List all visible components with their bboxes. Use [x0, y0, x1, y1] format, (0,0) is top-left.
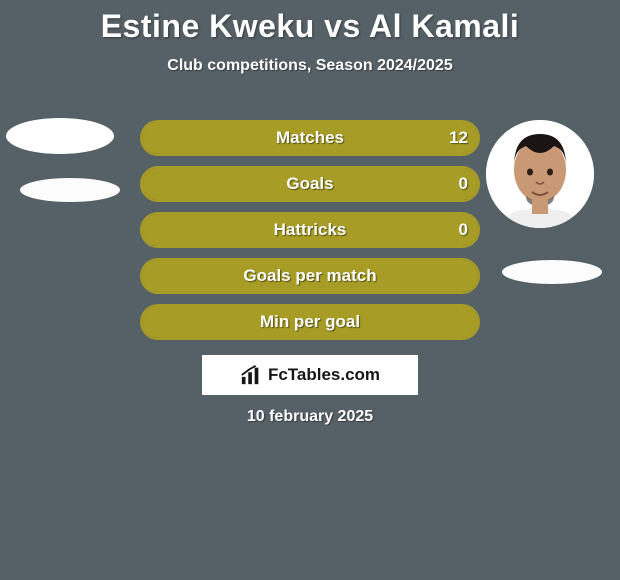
player-left-avatar — [6, 118, 114, 154]
player-right-avatar — [486, 120, 594, 228]
stat-bar: Min per goal — [140, 304, 480, 340]
chart-icon — [240, 364, 262, 386]
stat-bar-track: Matches — [140, 120, 480, 156]
page-subtitle: Club competitions, Season 2024/2025 — [0, 57, 620, 75]
stat-bar-label: Min per goal — [260, 312, 360, 332]
stat-bar-right-value: 0 — [459, 212, 468, 248]
player-right-avatar-shadow — [502, 260, 602, 284]
stat-bar-track: Goals — [140, 166, 480, 202]
player-portrait-icon — [486, 120, 594, 228]
stat-bar: Goals per match — [140, 258, 480, 294]
source-logo: FcTables.com — [202, 355, 418, 395]
stat-bar: Goals 0 — [140, 166, 480, 202]
stat-bar-label: Matches — [276, 128, 344, 148]
stat-bar-track: Goals per match — [140, 258, 480, 294]
player-left-avatar-shadow — [20, 178, 120, 202]
stat-bar: Hattricks 0 — [140, 212, 480, 248]
stat-bar: Matches 12 — [140, 120, 480, 156]
stats-bar-group: Matches 12 Goals 0 Hattricks 0 Goals per match… — [140, 120, 480, 350]
stat-bar-right-value: 12 — [449, 120, 468, 156]
stat-bar-label: Hattricks — [274, 220, 347, 240]
source-logo-text: FcTables.com — [268, 365, 380, 385]
stat-bar-label: Goals per match — [243, 266, 376, 286]
stat-bar-track: Hattricks — [140, 212, 480, 248]
snapshot-date: 10 february 2025 — [0, 408, 620, 426]
page-title: Estine Kweku vs Al Kamali — [0, 0, 620, 45]
stat-bar-right-value: 0 — [459, 166, 468, 202]
stat-bar-track: Min per goal — [140, 304, 480, 340]
stat-bar-label: Goals — [286, 174, 333, 194]
